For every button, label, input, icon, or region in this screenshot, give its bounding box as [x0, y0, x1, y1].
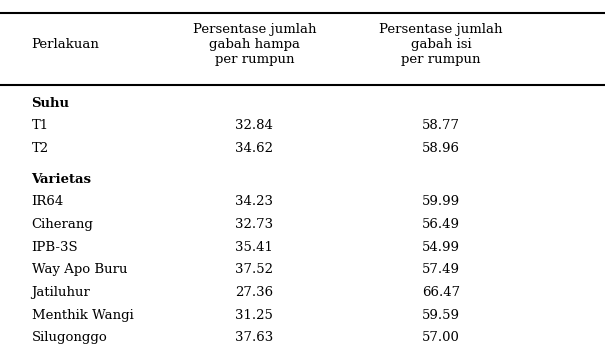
Text: 59.99: 59.99	[422, 195, 460, 208]
Text: 34.62: 34.62	[235, 142, 273, 155]
Text: 37.63: 37.63	[235, 331, 273, 344]
Text: 57.49: 57.49	[422, 263, 460, 276]
Text: IPB-3S: IPB-3S	[31, 240, 78, 254]
Text: 27.36: 27.36	[235, 286, 273, 299]
Text: Persentase jumlah
gabah hampa
per rumpun: Persentase jumlah gabah hampa per rumpun	[192, 23, 316, 66]
Text: Jatiluhur: Jatiluhur	[31, 286, 90, 299]
Text: Suhu: Suhu	[31, 97, 70, 110]
Text: Silugonggo: Silugonggo	[31, 331, 107, 344]
Text: Persentase jumlah
gabah isi
per rumpun: Persentase jumlah gabah isi per rumpun	[379, 23, 503, 66]
Text: 32.84: 32.84	[235, 119, 273, 132]
Text: 34.23: 34.23	[235, 195, 273, 208]
Text: 35.41: 35.41	[235, 240, 273, 254]
Text: Varietas: Varietas	[31, 172, 91, 186]
Text: T1: T1	[31, 119, 48, 132]
Text: 56.49: 56.49	[422, 218, 460, 231]
Text: Menthik Wangi: Menthik Wangi	[31, 308, 133, 322]
Text: 32.73: 32.73	[235, 218, 273, 231]
Text: 57.00: 57.00	[422, 331, 460, 344]
Text: Way Apo Buru: Way Apo Buru	[31, 263, 127, 276]
Text: 59.59: 59.59	[422, 308, 460, 322]
Text: Ciherang: Ciherang	[31, 218, 93, 231]
Text: IR64: IR64	[31, 195, 64, 208]
Text: 58.96: 58.96	[422, 142, 460, 155]
Text: T2: T2	[31, 142, 48, 155]
Text: 66.47: 66.47	[422, 286, 460, 299]
Text: Perlakuan: Perlakuan	[31, 38, 99, 51]
Text: 54.99: 54.99	[422, 240, 460, 254]
Text: 37.52: 37.52	[235, 263, 273, 276]
Text: 58.77: 58.77	[422, 119, 460, 132]
Text: 31.25: 31.25	[235, 308, 273, 322]
